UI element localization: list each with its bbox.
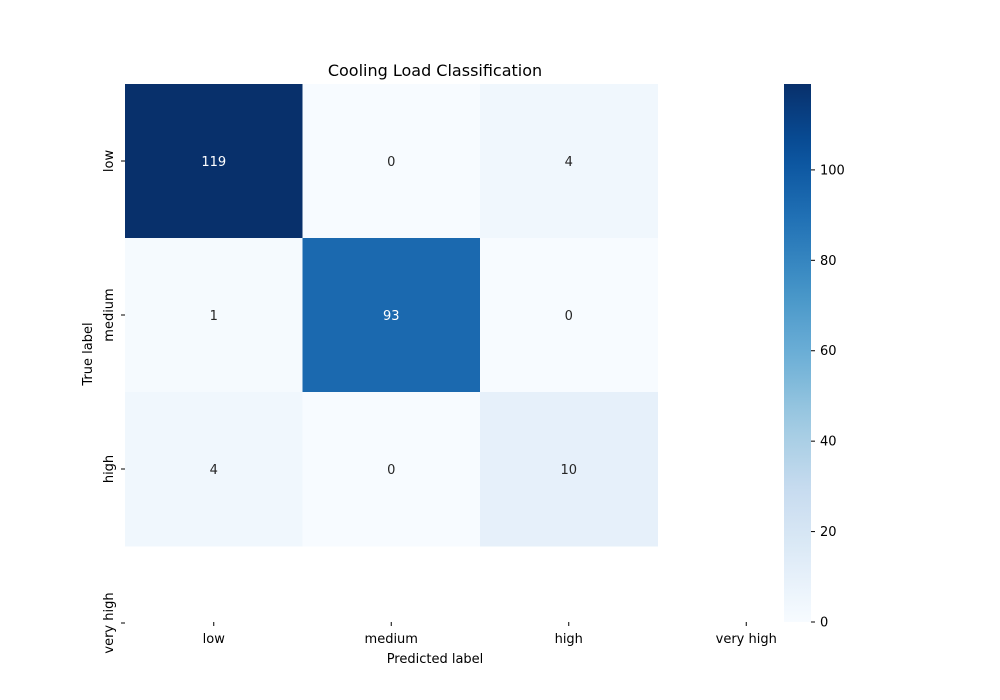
colorbar-tick-label: 40 (820, 435, 837, 450)
cell-value-label: 10 (560, 463, 577, 478)
x-tick-label: medium (365, 632, 418, 647)
x-tick-label: very high (716, 632, 777, 647)
heatmap-cell (480, 238, 658, 393)
colorbar-ticks: 0 20 40 60 80 100 (811, 163, 845, 631)
heatmap-cell (302, 392, 481, 547)
x-axis: low medium high very high (203, 622, 777, 647)
heatmap-cell (480, 392, 658, 547)
colorbar-tick-label: 0 (820, 616, 828, 631)
cell-value-label: 119 (201, 155, 226, 170)
colorbar-tick-label: 100 (820, 163, 845, 178)
y-tick-label: low (102, 150, 117, 173)
y-tick-label: high (102, 455, 117, 483)
y-axis-label: True label (81, 322, 96, 386)
x-tick-label: low (203, 632, 226, 647)
chart-title: Cooling Load Classification (328, 61, 542, 80)
colorbar-tick-label: 80 (820, 254, 837, 269)
colorbar-tick-label: 20 (820, 525, 837, 540)
colorbar-tick-label: 60 (820, 344, 837, 359)
cell-value-label: 0 (565, 309, 573, 324)
cell-value-label: 4 (210, 463, 218, 478)
cell-value-label: 4 (565, 155, 573, 170)
cell-value-label: 93 (383, 309, 400, 324)
heatmap-cell (480, 84, 658, 239)
cell-value-label: 1 (210, 309, 218, 324)
y-tick-label: medium (102, 288, 117, 341)
x-tick-label: high (555, 632, 583, 647)
cell-value-label: 0 (387, 155, 395, 170)
heatmap-cell (302, 84, 481, 239)
heatmap-cell (302, 238, 481, 393)
cell-value-label: 0 (387, 463, 395, 478)
heatmap-cell-labels: 119 0 4 1 93 0 4 0 10 (201, 155, 577, 478)
heatmap-cells (125, 84, 658, 547)
heatmap-cell (125, 238, 303, 393)
heatmap-cell (125, 84, 303, 239)
x-axis-label: Predicted label (387, 652, 484, 667)
colorbar (784, 84, 811, 622)
y-tick-label: very high (102, 592, 117, 653)
heatmap-cell (125, 392, 303, 547)
y-axis: low medium high very high (102, 150, 125, 654)
